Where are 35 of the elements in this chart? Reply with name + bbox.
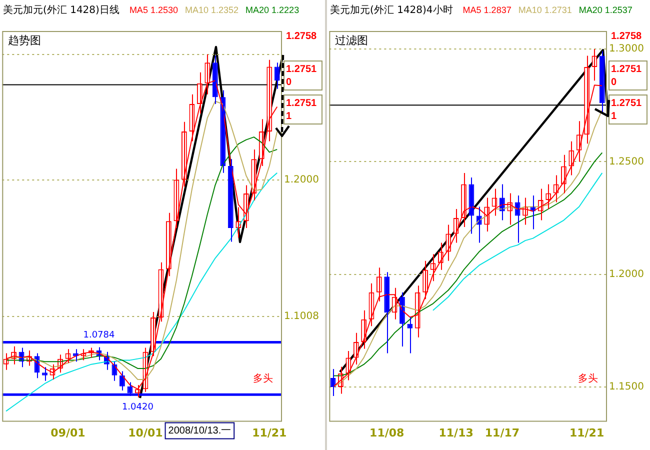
x-tick-label: 09/01 <box>50 426 86 440</box>
annotation: 1.0784 <box>83 330 115 341</box>
x-tick-label: 10/01 <box>128 426 163 440</box>
text: 2008/10/13.一 <box>168 426 232 437</box>
x-tick-label: 11/13 <box>438 426 474 440</box>
text: 1.2758 <box>286 30 318 42</box>
candlestick <box>42 366 48 382</box>
text: MA20 1.2223 <box>246 5 300 15</box>
y-tick-label: 1.2000 <box>284 174 319 186</box>
text: 1.27510 <box>611 64 642 88</box>
chart-title: 美元加元(外汇 1428)4小时 <box>330 5 453 16</box>
text: 1.27511 <box>611 98 642 122</box>
x-tick-label: 11/08 <box>370 426 404 440</box>
annotation: 1.0420 <box>122 402 154 413</box>
text: MA5 1.2530 <box>129 5 178 15</box>
text: MA5 1.2837 <box>462 5 512 15</box>
y-tick-label: 1.2000 <box>609 268 644 280</box>
y-tick-label: 1.3000 <box>609 44 644 55</box>
text: 1.27511 <box>286 98 318 122</box>
annotation: 多头 <box>578 372 598 384</box>
x-tick-label: 11/21 <box>569 426 604 440</box>
text: 1.27510 <box>286 64 318 88</box>
annotation: 过滤图 <box>335 34 368 47</box>
text: MA10 1.2731 <box>518 5 572 15</box>
chart-title: 美元加元(外汇 1428)日线 <box>3 5 120 16</box>
y-tick-label: 1.1500 <box>609 382 644 393</box>
annotation: 趋势图 <box>8 34 42 47</box>
y-tick-label: 1.2500 <box>609 156 644 168</box>
annotation: 多头 <box>253 372 273 384</box>
x-tick-label: 11/17 <box>484 426 520 440</box>
text: 1.2758 <box>611 30 642 42</box>
x-tick-label: 11/21 <box>252 426 287 440</box>
text: MA20 1.2537 <box>578 5 632 15</box>
text: MA10 1.2352 <box>184 5 239 15</box>
y-tick-label: 1.1008 <box>284 310 319 322</box>
